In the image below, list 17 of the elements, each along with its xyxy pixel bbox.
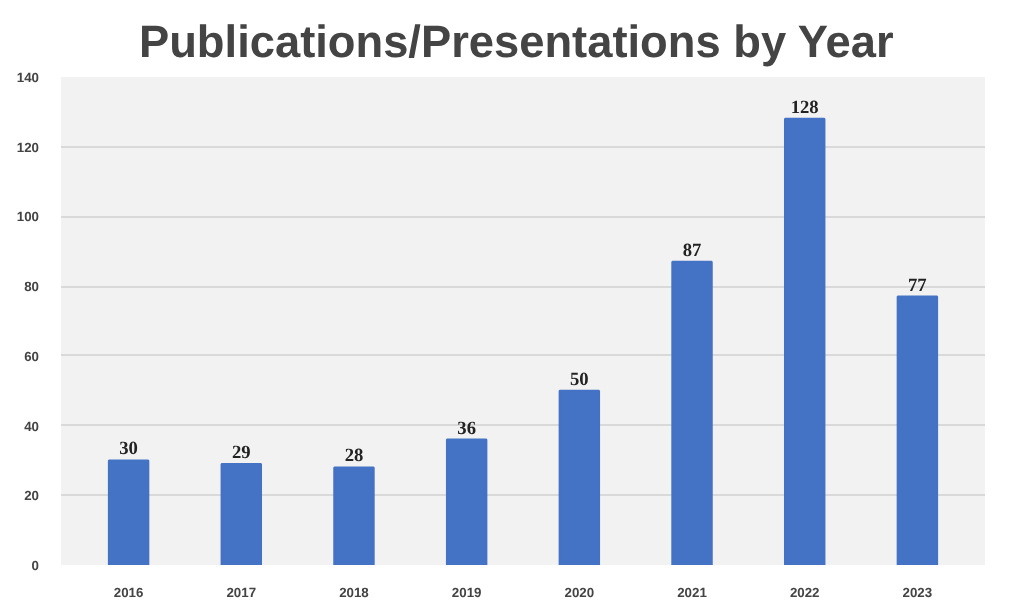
data-label: 29 <box>231 443 252 464</box>
bar <box>896 295 939 565</box>
bar <box>783 117 826 565</box>
chart-title: Publications/Presentations by Year <box>138 15 894 67</box>
data-label: 36 <box>457 419 477 440</box>
data-label: 77 <box>908 276 928 297</box>
data-label: 28 <box>344 447 364 468</box>
bar <box>107 459 150 565</box>
data-label: 128 <box>790 98 820 119</box>
bar <box>220 462 263 565</box>
bar <box>671 260 713 565</box>
bar <box>558 389 601 565</box>
data-label: 87 <box>682 241 703 262</box>
bar <box>333 466 375 565</box>
data-label: 30 <box>119 440 139 461</box>
data-label: 50 <box>570 370 590 391</box>
bar <box>445 438 488 565</box>
